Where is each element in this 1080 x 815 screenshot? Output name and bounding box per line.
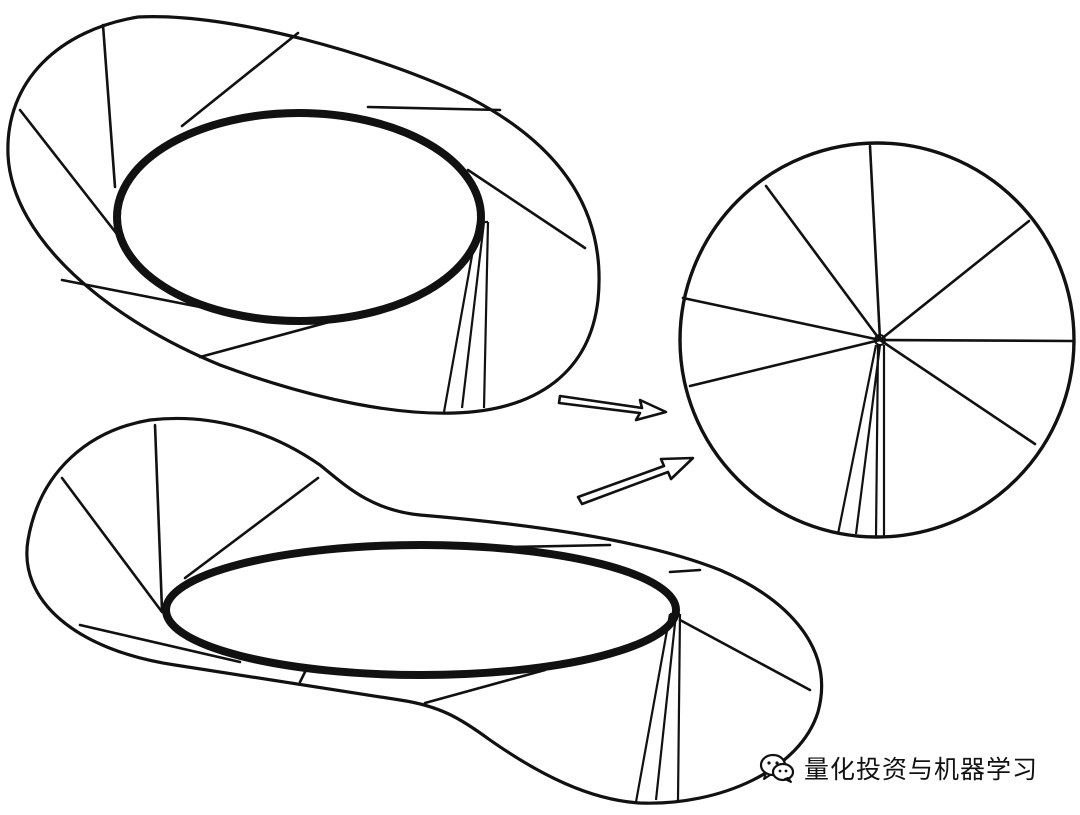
bottom-seam-line — [654, 613, 678, 801]
top-ray — [180, 31, 300, 128]
watermark: 量化投资与机器学习 — [758, 750, 1038, 786]
disk-radial-line — [681, 296, 882, 342]
disk-seam-line — [874, 344, 880, 538]
wechat-icon — [759, 753, 795, 783]
bottom-pinched-surface — [25, 416, 824, 805]
top-annulus-surface — [6, 15, 601, 415]
bottom-ray — [78, 623, 242, 664]
disk-radial-line — [688, 338, 882, 388]
top-inner-boundary — [113, 109, 485, 325]
bottom-ray — [153, 423, 164, 612]
bottom-ray — [183, 476, 320, 580]
disk-seam-line — [836, 344, 878, 535]
mapping-arrows — [557, 394, 695, 506]
unit-disk — [678, 141, 1076, 539]
disk-radial-line — [868, 144, 882, 342]
disk-radial-line — [878, 338, 1037, 446]
bottom-ray — [60, 476, 164, 614]
bottom-seam-line — [634, 613, 672, 803]
top-ray — [466, 168, 587, 250]
arrow-from-bottom — [576, 456, 695, 506]
bottom-ray — [678, 618, 812, 692]
top-seam-line — [460, 221, 486, 409]
arrow-from-top — [557, 394, 668, 422]
bottom-ray — [668, 568, 702, 574]
top-ray — [18, 108, 122, 240]
top-seam-line — [482, 221, 490, 409]
top-outer-boundary — [6, 15, 601, 415]
top-ray — [198, 316, 346, 359]
top-ray — [366, 105, 502, 112]
disk-radial-line — [878, 338, 1075, 343]
bottom-seam-line — [676, 613, 682, 801]
bottom-inner-boundary — [162, 541, 680, 679]
top-ray — [101, 23, 117, 189]
disk-radial-line — [764, 184, 882, 342]
top-seam-line — [442, 221, 480, 413]
bottom-ray — [298, 670, 307, 684]
disk-radial-line — [878, 219, 1031, 342]
bottom-ray — [423, 668, 547, 705]
bottom-outer-boundary — [25, 416, 824, 805]
top-ray — [60, 278, 207, 310]
bottom-ray — [458, 543, 612, 550]
disk-seam-line — [854, 344, 882, 535]
watermark-text: 量化投资与机器学习 — [804, 755, 1039, 784]
